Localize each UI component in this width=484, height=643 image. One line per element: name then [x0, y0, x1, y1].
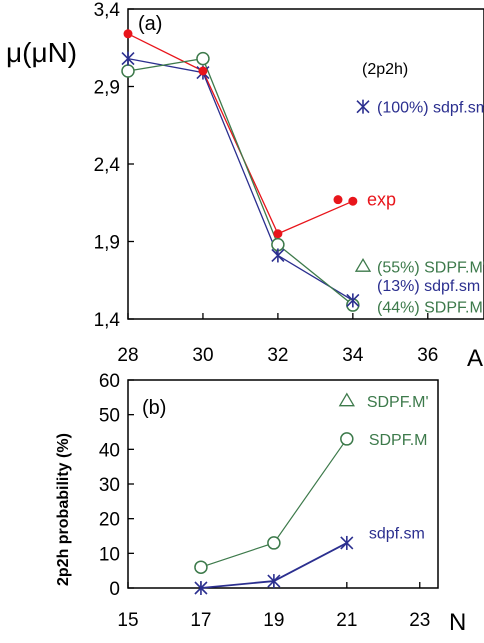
legend-entry: exp — [367, 190, 396, 210]
data-point — [348, 196, 358, 206]
data-point — [340, 432, 354, 446]
panel-b-series-labels: SDPF.M' SDPF.M sdpf.sm — [367, 394, 429, 543]
panel-b-series — [194, 392, 355, 595]
x-tick-label: 17 — [190, 610, 211, 631]
data-point — [267, 536, 281, 550]
data-point — [194, 560, 208, 574]
legend-marker — [333, 195, 343, 205]
panel-a-label: (a) — [138, 13, 162, 35]
data-point — [267, 574, 281, 589]
legend-entry: (44%) SDPF.M — [377, 300, 483, 317]
legend-marker — [354, 258, 372, 272]
y-tick-label: 1,4 — [94, 310, 121, 331]
legend-entry: (55%) SDPF.M' — [377, 259, 484, 276]
y-tick-label: 1,9 — [94, 233, 120, 254]
panel-b-y-axis-label: 2p2h probability (%) — [55, 433, 72, 586]
y-tick-label: 60 — [99, 371, 120, 392]
x-tick-label: 36 — [417, 345, 438, 366]
data-point — [338, 392, 355, 407]
panel-b-x-axis-label: N — [449, 609, 466, 636]
data-point — [196, 51, 210, 66]
data-point — [123, 29, 133, 39]
series-label: sdpf.sm — [369, 526, 425, 543]
panel-b: 0 10 20 30 40 50 60 15 17 19 21 23 (b) 2p2h probab… — [55, 371, 466, 636]
panel-b-x-ticks: 15 17 19 21 23 — [117, 582, 430, 631]
panel-b-frame — [127, 379, 439, 589]
panel-a-y-ticks: 1,4 1,9 2,4 2,9 3,4 — [94, 0, 134, 331]
panel-a-x-ticks: 28 30 32 34 36 — [117, 313, 438, 366]
panel-a-series — [121, 29, 360, 312]
y-tick-label: 30 — [99, 475, 120, 496]
y-tick-label: 3,4 — [94, 0, 121, 21]
data-point — [346, 293, 360, 308]
panel-a-legend: (100%) sdpf.sm exp (55%) SDPF.M' (13%) sdpf… — [333, 99, 484, 317]
series-label: SDPF.M — [369, 432, 428, 449]
x-tick-label: 15 — [117, 610, 138, 631]
legend-entry: (100%) sdpf.sm — [377, 100, 484, 117]
series-line — [127, 57, 354, 306]
panel-b-y-ticks: 0 10 20 30 40 50 60 — [99, 371, 134, 600]
data-point — [340, 535, 354, 550]
legend-marker — [356, 99, 370, 114]
series-label: SDPF.M' — [367, 394, 429, 411]
panel-a-annotation: (2p2h) — [362, 61, 408, 78]
series-line — [127, 57, 354, 301]
x-tick-label: 23 — [409, 610, 430, 631]
data-point — [121, 51, 135, 66]
y-tick-label: 20 — [99, 510, 120, 531]
series-line — [127, 33, 354, 235]
x-tick-label: 19 — [263, 610, 284, 631]
y-tick-label: 10 — [99, 544, 120, 565]
x-tick-label: 34 — [342, 345, 364, 366]
panel-a-x-axis-label: A — [467, 345, 483, 372]
data-point — [271, 248, 285, 263]
x-tick-label: 32 — [267, 345, 288, 366]
data-point — [121, 64, 135, 78]
data-point — [194, 581, 208, 595]
panel-a-y-axis-label: μ(μN) — [6, 37, 77, 68]
panel-b-label: (b) — [142, 397, 166, 419]
y-tick-label: 50 — [99, 406, 120, 427]
y-tick-label: 2,4 — [94, 155, 121, 176]
x-tick-label: 21 — [336, 610, 357, 631]
panel-a: 1,4 1,9 2,4 2,9 3,4 28 30 32 34 36 (a) (2p2h) μ(… — [6, 0, 484, 372]
y-tick-label: 40 — [99, 440, 120, 461]
data-point — [198, 66, 208, 76]
x-tick-label: 28 — [117, 345, 138, 366]
x-tick-label: 30 — [192, 345, 213, 366]
y-tick-label: 2,9 — [94, 78, 120, 99]
y-tick-label: 0 — [109, 579, 120, 600]
legend-entry: (13%) sdpf.sm — [377, 278, 480, 295]
data-point — [273, 229, 283, 239]
